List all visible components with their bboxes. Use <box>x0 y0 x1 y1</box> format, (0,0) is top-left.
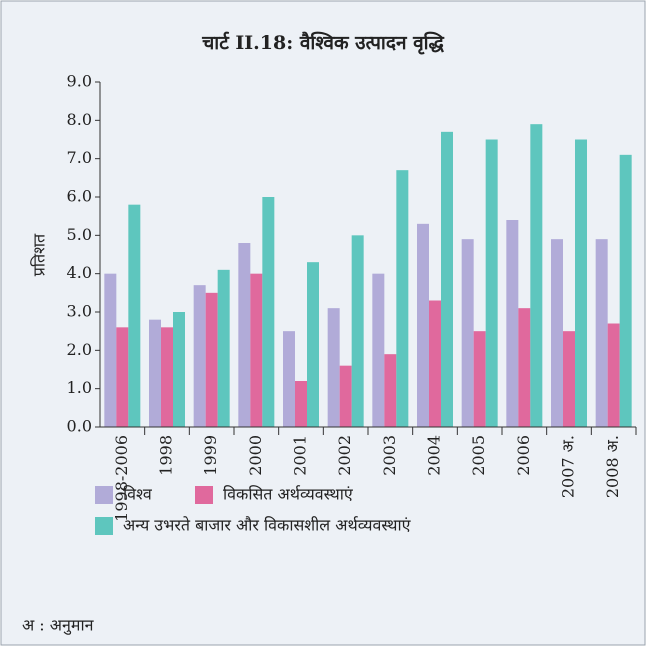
x-tick-label: 2000 <box>246 435 265 476</box>
bar <box>595 239 608 427</box>
bar <box>351 235 364 427</box>
footnote: अ : अनुमान <box>22 616 95 636</box>
bar <box>530 124 543 428</box>
x-tick-label: 2004 <box>425 435 444 476</box>
bar <box>339 365 352 427</box>
legend-label: अन्य उभरते बाजार और विकासशील अर्थव्यवस्थ… <box>123 516 412 535</box>
bar <box>116 327 129 427</box>
bar <box>283 331 295 427</box>
bar <box>295 381 307 427</box>
bar <box>217 269 230 427</box>
y-axis-label: प्रतिशत <box>30 233 49 276</box>
bar <box>372 273 385 427</box>
bar <box>161 327 173 427</box>
y-tick-label: 3.0 <box>67 302 92 321</box>
bar <box>551 239 563 427</box>
bar <box>238 243 251 427</box>
bar <box>518 308 531 427</box>
y-tick-label: 5.0 <box>67 225 92 244</box>
bar <box>262 197 275 427</box>
x-tick-label: 2006 <box>514 435 533 476</box>
bar <box>307 262 319 427</box>
bar <box>461 239 474 427</box>
x-tick-label: 1998-2006 <box>112 435 131 522</box>
legend-swatch <box>95 517 113 535</box>
bar <box>193 285 206 427</box>
bar <box>441 131 453 428</box>
x-tick-label: 2002 <box>335 435 354 476</box>
x-tick-label: 1999 <box>201 435 220 476</box>
y-tick-label: 8.0 <box>67 110 92 129</box>
bar <box>205 292 218 427</box>
bar <box>429 300 441 427</box>
y-tick-label: 9.0 <box>67 72 92 91</box>
bar <box>485 139 498 427</box>
bar <box>473 331 486 427</box>
legend-swatch <box>95 486 113 504</box>
y-tick-label: 7.0 <box>67 148 92 167</box>
bar <box>250 273 263 427</box>
bar <box>384 354 397 427</box>
bar <box>417 223 429 427</box>
x-tick-label: 2007 अ. <box>559 435 578 498</box>
bar <box>104 273 117 427</box>
bar <box>327 308 340 427</box>
y-tick-label: 6.0 <box>67 187 92 206</box>
chart-title: चार्ट II.18: वैश्विक उत्पादन वृद्धि <box>201 31 444 55</box>
x-tick-label: 1998 <box>157 435 176 476</box>
bar <box>575 139 587 427</box>
bar <box>563 331 575 427</box>
y-tick-label: 4.0 <box>67 263 92 282</box>
x-tick-label: 2001 <box>291 435 310 476</box>
x-tick-label: 2008 अ. <box>603 435 622 498</box>
bar <box>128 204 141 427</box>
bar <box>149 319 161 427</box>
legend-swatch <box>195 486 213 504</box>
y-tick-label: 0.0 <box>67 417 92 436</box>
y-tick-label: 2.0 <box>67 340 92 359</box>
bar <box>173 312 185 427</box>
legend-label: विश्व <box>123 485 153 504</box>
y-tick-label: 1.0 <box>67 378 92 397</box>
x-tick-label: 2003 <box>380 435 399 476</box>
bar <box>396 170 409 427</box>
bar <box>506 220 519 427</box>
x-tick-label: 2005 <box>469 435 488 476</box>
bar <box>619 154 632 428</box>
legend-label: विकसित अर्थव्यवस्थाएं <box>223 485 354 504</box>
bar <box>607 323 620 427</box>
